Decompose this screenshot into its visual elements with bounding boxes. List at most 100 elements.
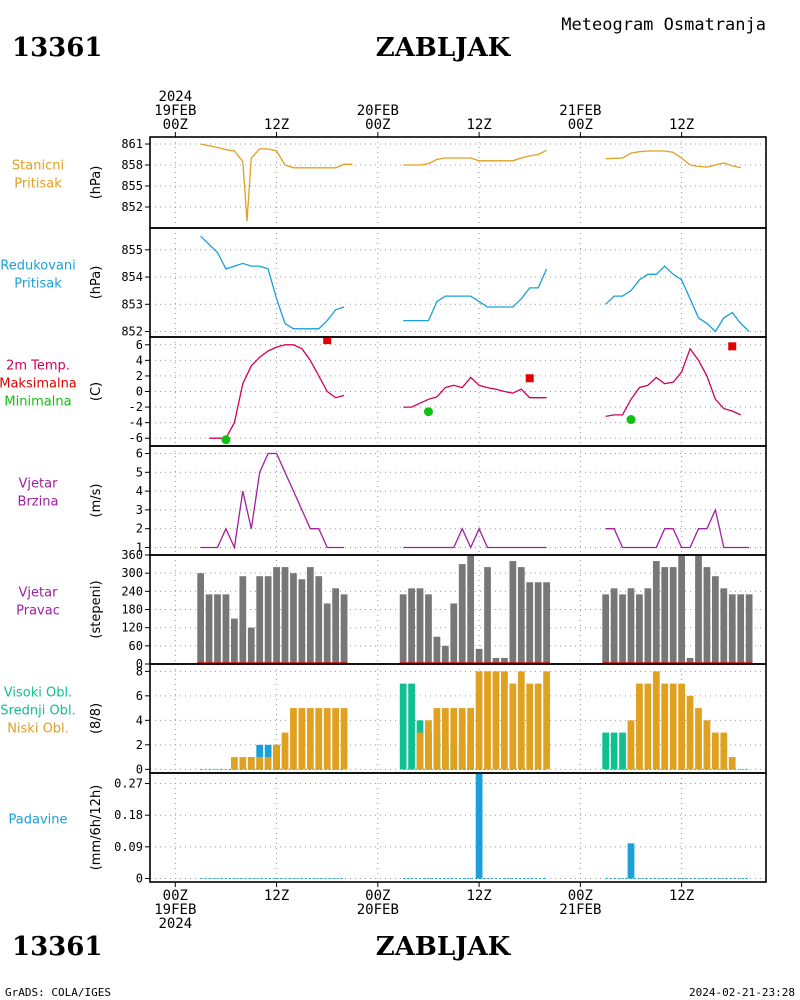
reduced_pressure-line — [200, 235, 345, 330]
y-axis-label: (mm/6h/12h) — [89, 785, 104, 871]
wind_direction-bar — [264, 576, 272, 664]
y-tick-label: 1 — [136, 540, 143, 554]
x-tick-label: 21FEB — [559, 103, 601, 119]
wind_direction-bar — [306, 567, 314, 664]
tmin-marker — [423, 407, 433, 417]
cloud_cover-bar — [340, 708, 348, 770]
y-tick-label: 855 — [121, 179, 143, 193]
temperature_2m-line — [403, 376, 547, 408]
wind_direction-bar — [239, 576, 247, 664]
temperature_2m-line — [209, 344, 345, 439]
panel-label: Vjetar — [19, 586, 59, 601]
cloud_cover-bar — [652, 671, 660, 770]
panel-label: Brzina — [18, 495, 59, 510]
wind_direction-bar — [492, 657, 500, 664]
wind_speed-line — [403, 527, 547, 550]
y-tick-label: 858 — [121, 158, 143, 172]
wind_direction-bar — [711, 576, 719, 664]
y-tick-label: 4 — [136, 713, 143, 727]
y-tick-label: 2 — [136, 738, 143, 752]
footer-credit: GrADS: COLA/IGES — [5, 986, 111, 999]
y-tick-label: -2 — [129, 400, 143, 414]
panel-frame — [149, 136, 767, 229]
station_pressure-line — [403, 149, 547, 166]
x-tick-label: 20FEB — [357, 902, 399, 918]
wind_direction-bar — [425, 594, 432, 664]
panel-station_pressure: 852 855 858 861 Stanicni Pritisak (hPa) — [12, 136, 767, 229]
wind_direction-bar — [619, 594, 626, 664]
wind_direction-bar — [247, 627, 255, 664]
wind_direction-bar — [256, 576, 264, 664]
cloud_cover-bar — [458, 708, 466, 770]
panel-label: 2m Temp. — [6, 359, 70, 374]
cloud_cover-bar — [323, 708, 331, 770]
cloud_cover-bar — [264, 757, 272, 770]
cloud_cover-bar — [492, 671, 500, 770]
y-axis-label: (stepeni) — [89, 580, 104, 638]
x-tick-label: 19FEB — [154, 103, 196, 119]
tmin-marker — [626, 415, 636, 425]
wind_direction-bar — [222, 594, 230, 664]
x-tick-label: 12Z — [466, 117, 491, 133]
cloud_cover-bar — [534, 683, 542, 770]
tmax-marker — [525, 374, 534, 383]
cloud_cover-bar — [332, 708, 340, 770]
cloud_cover-bar — [501, 671, 508, 770]
cloud_cover-bar — [728, 757, 736, 770]
tmin-marker — [221, 435, 231, 445]
cloud_cover-bar — [661, 683, 669, 770]
y-tick-label: 0.27 — [114, 777, 143, 791]
x-tick-label: 00Z — [365, 888, 390, 904]
wind_speed-line — [605, 507, 750, 549]
y-tick-label: 0 — [136, 871, 143, 885]
y-tick-label: 120 — [121, 621, 143, 635]
y-tick-label: 852 — [121, 200, 143, 214]
panel-temperature_2m: -6-4 -20 2 46 2m Temp. Maksimalna Minimalna (C) — [0, 336, 767, 447]
wind_direction-bar — [399, 594, 407, 664]
wind_direction-bar — [644, 588, 652, 664]
panel-wind_direction: 0 60 120 180 240 300 360 Vjetar Pravac (stepeni) — [16, 548, 767, 671]
y-tick-label: 6 — [136, 338, 143, 352]
wind_direction-bar — [467, 555, 475, 664]
panel-label: Niski Obl. — [7, 722, 69, 737]
wind_direction-bar — [728, 594, 736, 664]
cloud_cover-bar — [517, 671, 525, 770]
cloud_cover-bar — [602, 732, 610, 770]
chart-title: Meteogram Osmatranja — [561, 15, 766, 35]
panel-label: Vjetar — [19, 477, 59, 492]
panel-label: Minimalna — [4, 395, 71, 410]
wind_direction-bar — [332, 588, 340, 664]
panel-wind_speed: 1 2 3 4 5 6 Vjetar Brzina (m/s) — [18, 445, 767, 556]
cloud_cover-bar — [627, 720, 635, 770]
wind_direction-bar — [433, 636, 441, 664]
footer-timestamp: 2024-02-21-23:28 — [689, 986, 795, 999]
wind_direction-bar — [501, 657, 508, 664]
wind_direction-bar — [669, 567, 677, 664]
cloud_cover-bar — [306, 708, 314, 770]
x-tick-label: 12Z — [264, 117, 289, 133]
y-axis-label: (C) — [89, 382, 104, 401]
cloud_cover-bar — [441, 708, 449, 770]
wind_direction-bar — [197, 573, 205, 664]
cloud_cover-bar — [669, 683, 677, 770]
panel-frame — [149, 336, 767, 447]
x-tick-label: 21FEB — [559, 902, 601, 918]
panel-cloud_cover: 0 2 4 6 8 Visoki Obl. Srednji Obl. Niski Obl. (8… — [0, 663, 767, 776]
wind_direction-bar — [458, 564, 466, 664]
wind_direction-bar — [475, 648, 483, 664]
y-tick-label: 300 — [121, 566, 143, 580]
x-tick-label: 2024 — [158, 89, 192, 105]
reduced_pressure-line — [605, 265, 750, 333]
cloud_cover-bar — [408, 683, 415, 770]
y-tick-label: 360 — [121, 548, 143, 562]
wind_direction-bar — [214, 594, 221, 664]
wind_direction-bar — [695, 555, 702, 664]
x-tick-label: 00Z — [163, 117, 188, 133]
x-tick-label: 00Z — [163, 888, 188, 904]
wind_direction-bar — [441, 645, 449, 664]
wind_direction-bar — [315, 576, 323, 664]
panel-frame — [149, 227, 767, 338]
y-tick-label: 0 — [136, 385, 143, 399]
wind_direction-bar — [661, 567, 669, 664]
